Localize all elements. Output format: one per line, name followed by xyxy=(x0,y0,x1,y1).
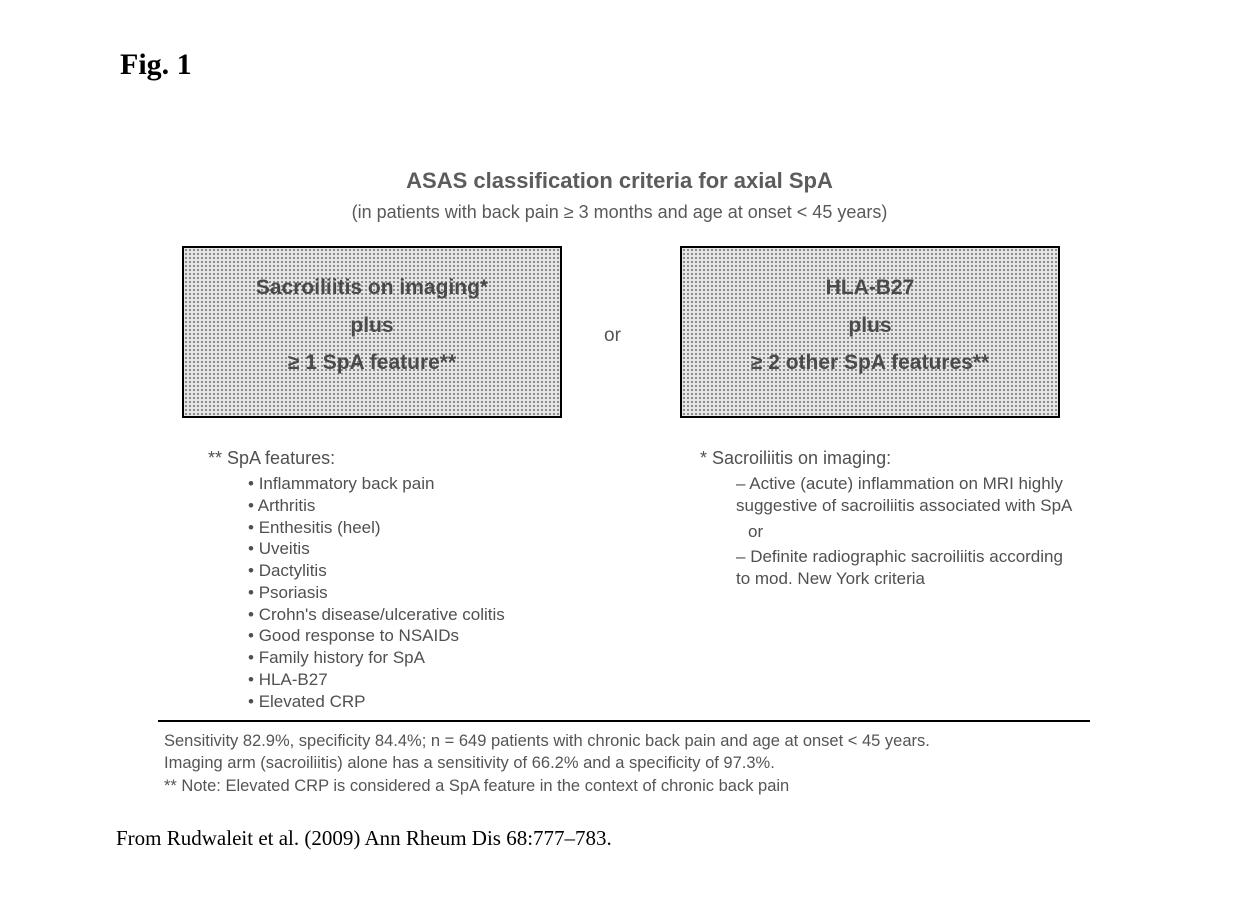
list-item: HLA-B27 xyxy=(248,669,628,691)
imaging-definition-column: * Sacroiliitis on imaging: Active (acute… xyxy=(700,448,1080,594)
spa-features-heading: ** SpA features: xyxy=(208,448,628,469)
list-item: Active (acute) inflammation on MRI highl… xyxy=(736,473,1080,517)
diagram-title: ASAS classification criteria for axial S… xyxy=(0,168,1239,194)
box-line: plus xyxy=(184,310,560,342)
list-or: or xyxy=(736,521,1080,543)
imaging-list: Active (acute) inflammation on MRI highl… xyxy=(700,473,1080,590)
list-item: Uveitis xyxy=(248,538,628,560)
spa-features-column: ** SpA features: Inflammatory back pain … xyxy=(208,448,628,712)
list-item: Good response to NSAIDs xyxy=(248,625,628,647)
imaging-heading: * Sacroiliitis on imaging: xyxy=(700,448,1080,469)
box-line: Sacroiliitis on imaging* xyxy=(184,272,560,304)
list-item: Inflammatory back pain xyxy=(248,473,628,495)
horizontal-rule xyxy=(158,720,1090,722)
spa-features-list: Inflammatory back pain Arthritis Enthesi… xyxy=(208,473,628,712)
figure-label: Fig. 1 xyxy=(120,48,192,82)
footer-line: ** Note: Elevated CRP is considered a Sp… xyxy=(164,775,1094,797)
page: Fig. 1 ASAS classification criteria for … xyxy=(0,0,1239,901)
or-separator: or xyxy=(604,325,621,347)
box-line: plus xyxy=(682,310,1058,342)
list-item: Dactylitis xyxy=(248,560,628,582)
list-item: Family history for SpA xyxy=(248,647,628,669)
box-line: HLA-B27 xyxy=(682,272,1058,304)
criteria-box-hla: HLA-B27 plus ≥ 2 other SpA features** xyxy=(680,246,1060,418)
footer-notes: Sensitivity 82.9%, specificity 84.4%; n … xyxy=(164,730,1094,797)
criteria-box-imaging: Sacroiliitis on imaging* plus ≥ 1 SpA fe… xyxy=(182,246,562,418)
list-item: Elevated CRP xyxy=(248,691,628,713)
list-item: Arthritis xyxy=(248,495,628,517)
list-item: Crohn's disease/ulcerative colitis xyxy=(248,604,628,626)
footer-line: Sensitivity 82.9%, specificity 84.4%; n … xyxy=(164,730,1094,752)
box-line: ≥ 2 other SpA features** xyxy=(682,347,1058,379)
citation: From Rudwaleit et al. (2009) Ann Rheum D… xyxy=(116,826,612,851)
list-item: Definite radiographic sacroiliitis accor… xyxy=(736,546,1080,590)
list-item: Enthesitis (heel) xyxy=(248,517,628,539)
footer-line: Imaging arm (sacroiliitis) alone has a s… xyxy=(164,752,1094,774)
diagram-subtitle: (in patients with back pain ≥ 3 months a… xyxy=(0,202,1239,223)
box-line: ≥ 1 SpA feature** xyxy=(184,347,560,379)
list-item: Psoriasis xyxy=(248,582,628,604)
